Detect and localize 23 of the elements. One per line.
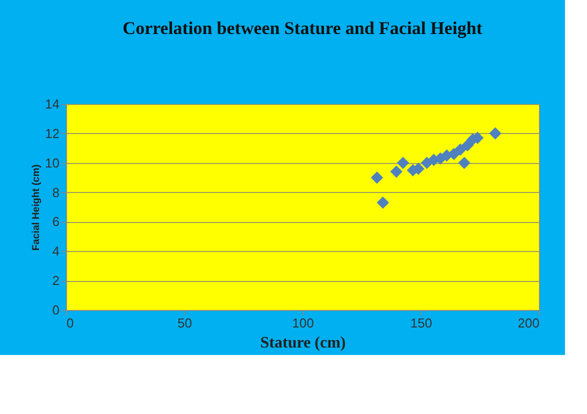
point [396,156,410,169]
chart-title: Correlation between Stature and Facial Height [122,18,482,38]
x-tick-label: 150 [410,316,432,330]
point [370,171,384,184]
y-tick-label: 12 [45,126,60,141]
y-tick-label: 10 [45,155,60,170]
point [390,166,403,178]
point [489,127,502,140]
y-tick-label: 4 [52,244,60,259]
x-tick-label: 200 [518,316,540,330]
y-axis-title: Facial Height (cm) [31,164,42,251]
x-tick-label: 0 [66,316,74,330]
point [454,143,466,156]
x-tick-label: 100 [292,316,314,330]
y-tick-label: 0 [52,302,60,318]
point [376,196,390,209]
y-tick-label: 2 [52,273,60,288]
y-tick-label: 14 [45,96,60,112]
point [458,156,470,169]
x-axis-title: Stature (cm) [260,334,346,352]
y-tick-label: 6 [52,214,60,230]
x-tick-label: 50 [178,316,192,330]
y-tick-label: 8 [52,184,60,200]
